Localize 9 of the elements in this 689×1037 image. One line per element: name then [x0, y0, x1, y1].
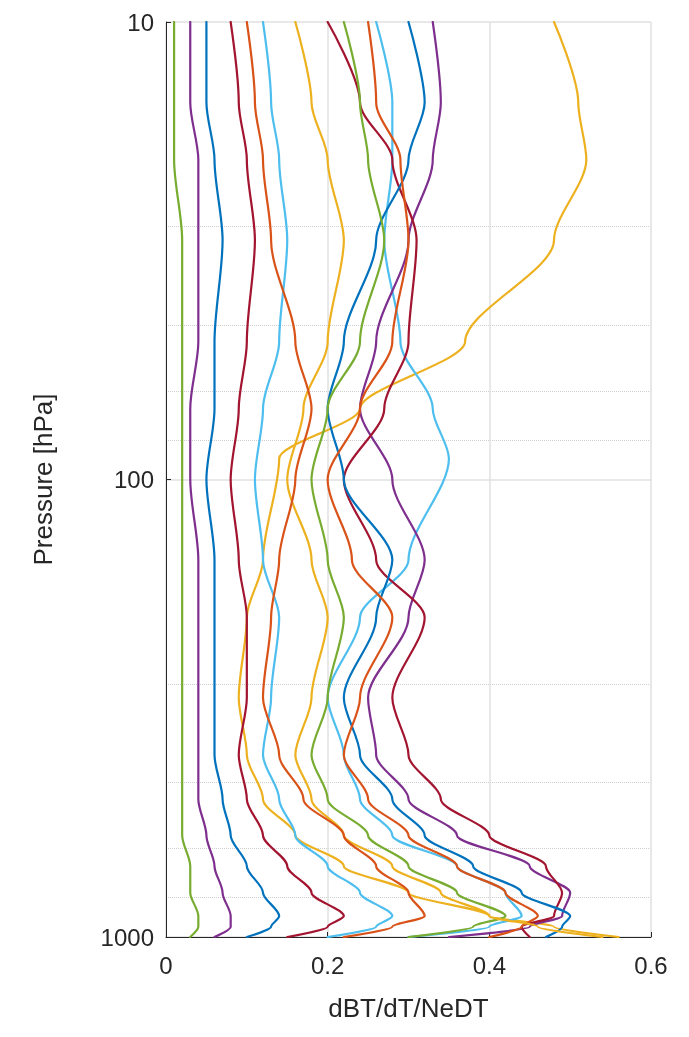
x-tick-label: 0.4	[472, 951, 507, 979]
x-tick-label: 0.2	[310, 951, 345, 979]
y-axis-title: Pressure [hPa]	[28, 393, 58, 566]
x-tick-label: 0	[159, 951, 173, 979]
y-tick-label: 10	[127, 8, 154, 36]
y-tick-label: 100	[113, 466, 154, 493]
x-axis-title: dBT/dT/NeDT	[328, 993, 489, 1023]
x-tick-label: 0.6	[634, 951, 668, 979]
y-tick-label: 1000	[100, 923, 154, 951]
